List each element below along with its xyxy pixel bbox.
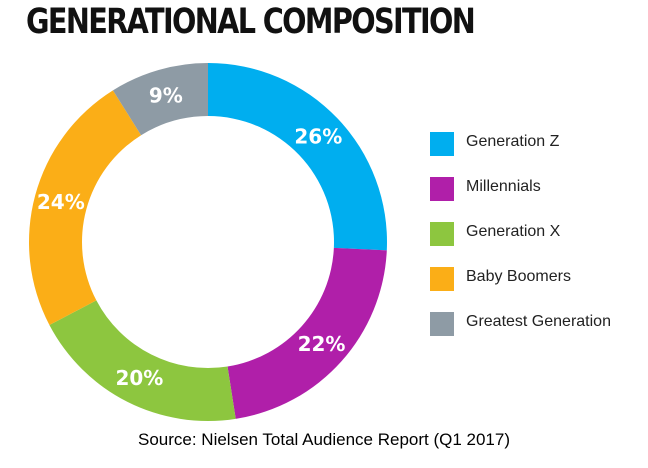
slice-label-baby-boomers: 24% [37,190,85,214]
slice-generation-z [208,63,387,251]
legend-swatch [430,222,454,246]
slice-label-generation-z: 26% [294,125,342,149]
source-note: Source: Nielsen Total Audience Report (Q… [137,430,511,449]
slice-label-greatest-generation: 9% [149,83,183,107]
legend-label: Greatest Generation [466,313,611,330]
legend-swatch [430,132,454,156]
slice-generation-x [49,300,236,421]
slice-baby-boomers [29,90,142,325]
legend-label: Generation Z [466,133,560,150]
slice-greatest-generation [112,63,208,136]
legend-swatch [430,177,454,201]
legend-swatch [430,312,454,336]
slice-label-generation-x: 20% [115,366,163,390]
legend-swatch [430,267,454,291]
slice-label-millennials: 22% [298,332,346,356]
legend-label: Generation X [466,223,561,240]
slice-millennials [227,247,387,419]
legend-label: Baby Boomers [466,268,571,285]
chart-title: GENERATIONAL COMPOSITION [26,2,476,42]
legend-label: Millennials [466,178,541,195]
